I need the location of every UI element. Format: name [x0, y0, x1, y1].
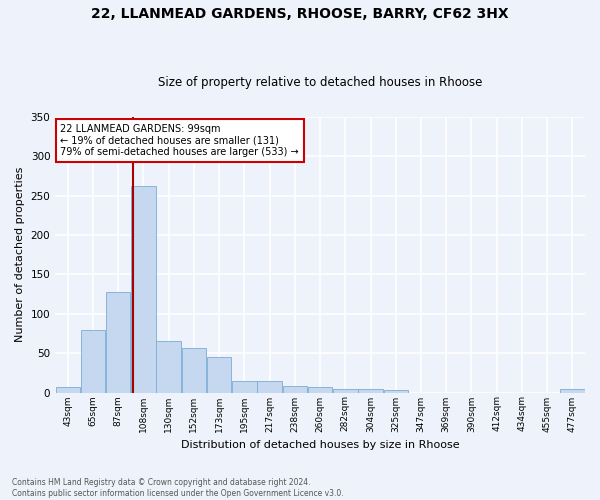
Bar — [182, 348, 206, 393]
Bar — [157, 340, 181, 392]
Bar — [560, 390, 584, 392]
Bar — [81, 330, 105, 392]
Text: 22 LLANMEAD GARDENS: 99sqm
← 19% of detached houses are smaller (131)
79% of sem: 22 LLANMEAD GARDENS: 99sqm ← 19% of deta… — [61, 124, 299, 157]
Bar — [56, 387, 80, 392]
Bar — [232, 380, 257, 392]
Bar — [131, 186, 156, 392]
Text: 22, LLANMEAD GARDENS, RHOOSE, BARRY, CF62 3HX: 22, LLANMEAD GARDENS, RHOOSE, BARRY, CF6… — [91, 8, 509, 22]
Title: Size of property relative to detached houses in Rhoose: Size of property relative to detached ho… — [158, 76, 482, 90]
Bar — [257, 380, 282, 392]
Text: Contains HM Land Registry data © Crown copyright and database right 2024.
Contai: Contains HM Land Registry data © Crown c… — [12, 478, 344, 498]
Bar — [333, 388, 358, 392]
Bar — [106, 292, 130, 392]
Y-axis label: Number of detached properties: Number of detached properties — [15, 167, 25, 342]
Bar — [358, 388, 383, 392]
X-axis label: Distribution of detached houses by size in Rhoose: Distribution of detached houses by size … — [181, 440, 460, 450]
Bar — [283, 386, 307, 392]
Bar — [383, 390, 408, 392]
Bar — [207, 357, 232, 392]
Bar — [308, 387, 332, 392]
